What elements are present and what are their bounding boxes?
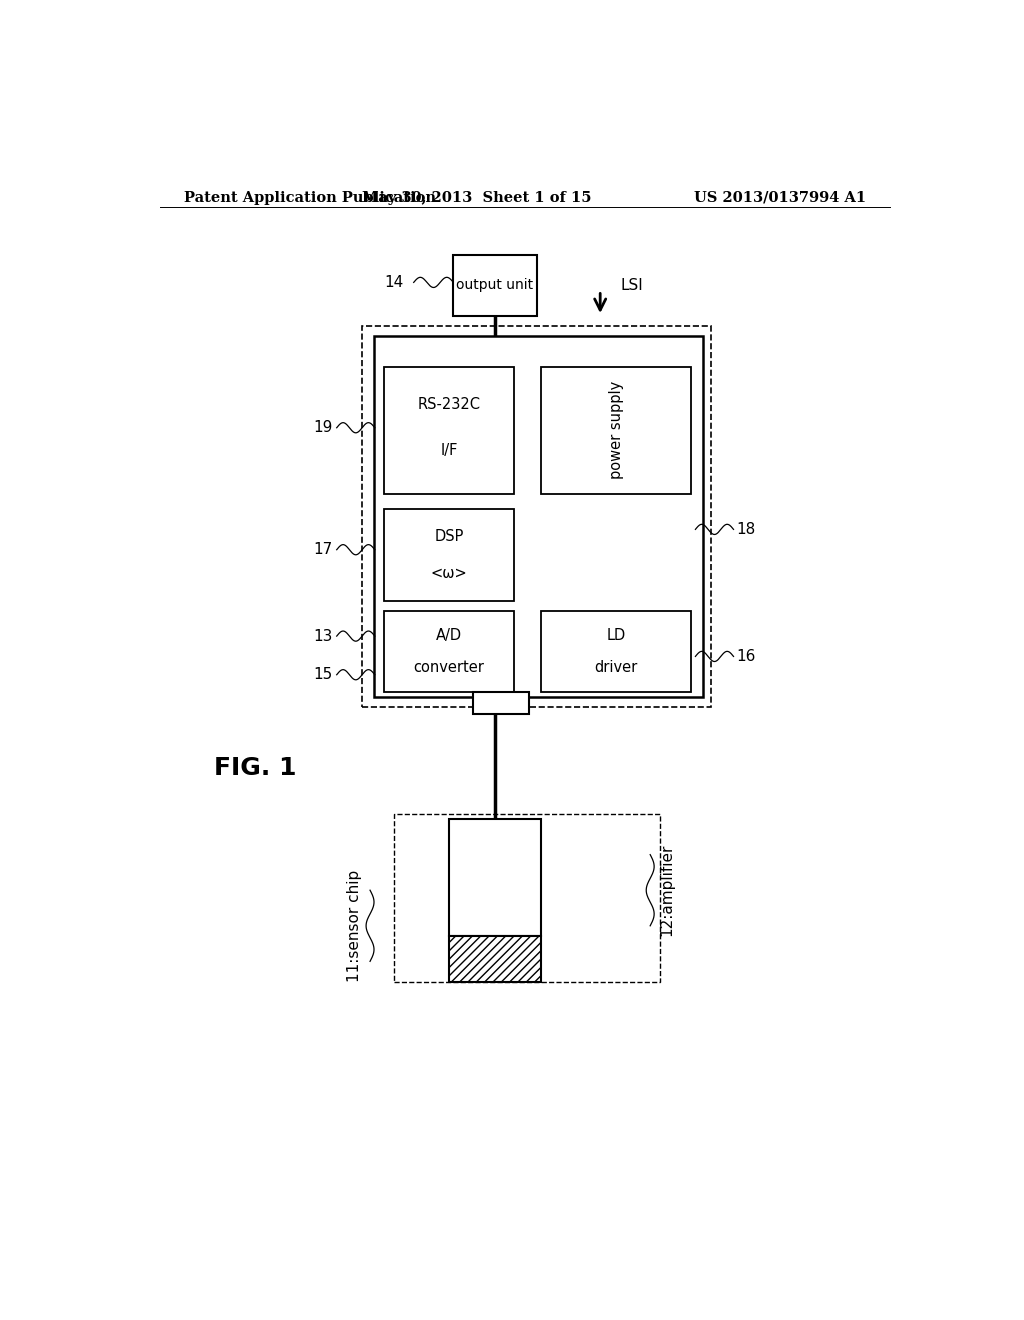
Bar: [394, 814, 659, 982]
Text: LD: LD: [606, 627, 626, 643]
Text: 15: 15: [313, 667, 333, 682]
Text: converter: converter: [414, 660, 484, 675]
Bar: [450, 936, 541, 982]
Text: 14: 14: [384, 275, 403, 290]
Text: <ω>: <ω>: [431, 565, 467, 581]
Text: output unit: output unit: [457, 279, 534, 293]
Bar: [454, 255, 537, 315]
Bar: [362, 326, 712, 708]
Text: 17: 17: [313, 543, 333, 557]
Text: May 30, 2013  Sheet 1 of 15: May 30, 2013 Sheet 1 of 15: [362, 190, 592, 205]
Text: Patent Application Publication: Patent Application Publication: [183, 190, 435, 205]
Bar: [384, 510, 514, 601]
Bar: [473, 692, 528, 714]
Text: 11:sensor chip: 11:sensor chip: [347, 870, 362, 982]
Bar: [384, 367, 514, 494]
Bar: [450, 818, 541, 936]
Text: I/F: I/F: [440, 444, 458, 458]
Text: driver: driver: [595, 660, 638, 675]
Text: 16: 16: [736, 649, 756, 664]
Text: 12:amplifier: 12:amplifier: [659, 843, 675, 936]
Text: 18: 18: [736, 521, 756, 537]
Text: LSI: LSI: [620, 279, 643, 293]
Text: RS-232C: RS-232C: [418, 397, 480, 412]
Bar: [541, 611, 691, 692]
Text: 19: 19: [313, 420, 333, 436]
Text: FIG. 1: FIG. 1: [214, 756, 296, 780]
Bar: [541, 367, 691, 494]
Bar: [374, 337, 703, 697]
Text: 13: 13: [313, 628, 333, 644]
Text: DSP: DSP: [434, 529, 464, 544]
Text: US 2013/0137994 A1: US 2013/0137994 A1: [694, 190, 866, 205]
Text: power supply: power supply: [608, 381, 624, 479]
Bar: [384, 611, 514, 692]
Text: A/D: A/D: [436, 627, 462, 643]
